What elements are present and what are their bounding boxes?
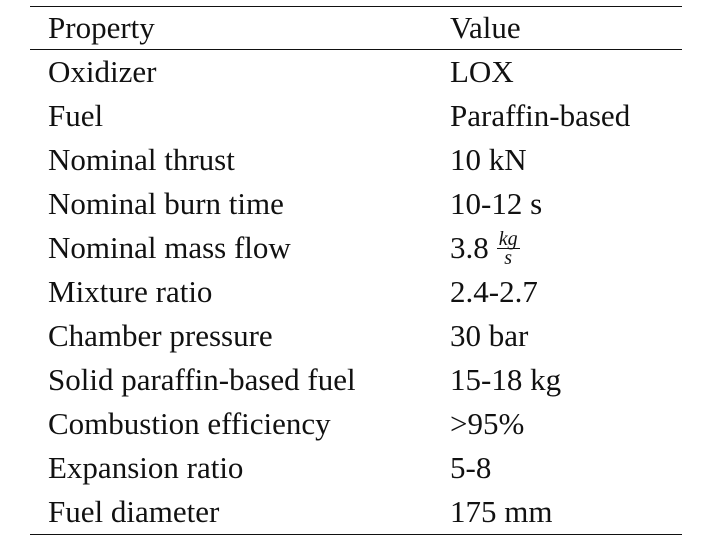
row-value: 15-18 kg [450, 362, 562, 397]
table-row: Oxidizer LOX [30, 50, 682, 95]
table-header: Property Value [30, 6, 682, 50]
row-value-with-unit: 3.8 kg s [450, 226, 682, 270]
row-property: Nominal mass flow [48, 230, 291, 265]
table-row: Nominal mass flow 3.8 kg s [30, 226, 682, 270]
table-row: Mixture ratio 2.4-2.7 [30, 270, 682, 314]
unit-numerator: kg [496, 228, 520, 251]
row-value: Paraffin-based [450, 98, 631, 133]
table-row: Nominal burn time 10-12 s [30, 182, 682, 226]
row-property: Expansion ratio [48, 450, 244, 485]
row-value: 2.4-2.7 [450, 274, 538, 309]
table-body: Oxidizer LOX Fuel Paraffin-based Nominal… [30, 50, 682, 535]
row-property: Oxidizer [48, 54, 157, 89]
row-property: Combustion efficiency [48, 406, 331, 441]
table-row: Fuel diameter 175 mm [30, 490, 682, 535]
row-value: 10 kN [450, 142, 527, 177]
row-property: Fuel [48, 98, 104, 133]
property-table: Property Value Oxidizer LOX Fuel Paraffi… [30, 6, 682, 535]
row-value: 5-8 [450, 450, 492, 485]
row-property: Mixture ratio [48, 274, 213, 309]
table-row: Fuel Paraffin-based [30, 94, 682, 138]
mass-flow-number: 3.8 [450, 230, 489, 265]
header-property: Property [48, 10, 155, 45]
table-row: Nominal thrust 10 kN [30, 138, 682, 182]
header-row: Property Value [30, 6, 682, 50]
header-value: Value [450, 10, 521, 45]
table-row: Chamber pressure 30 bar [30, 314, 682, 358]
table-row: Combustion efficiency >95% [30, 402, 682, 446]
row-value: >95% [450, 406, 525, 441]
property-table-container: Property Value Oxidizer LOX Fuel Paraffi… [30, 6, 682, 535]
row-value: 30 bar [450, 318, 529, 353]
row-property: Nominal thrust [48, 142, 235, 177]
unit-fraction: kg s [496, 228, 520, 270]
row-property: Fuel diameter [48, 494, 220, 529]
row-value: 10-12 s [450, 186, 543, 221]
unit-denominator: s [504, 247, 513, 270]
row-property: Chamber pressure [48, 318, 273, 353]
row-value: 175 mm [450, 494, 553, 529]
table-row: Expansion ratio 5-8 [30, 446, 682, 490]
table-row: Solid paraffin-based fuel 15-18 kg [30, 358, 682, 402]
row-property: Nominal burn time [48, 186, 284, 221]
row-value: LOX [450, 54, 514, 89]
row-property: Solid paraffin-based fuel [48, 362, 356, 397]
